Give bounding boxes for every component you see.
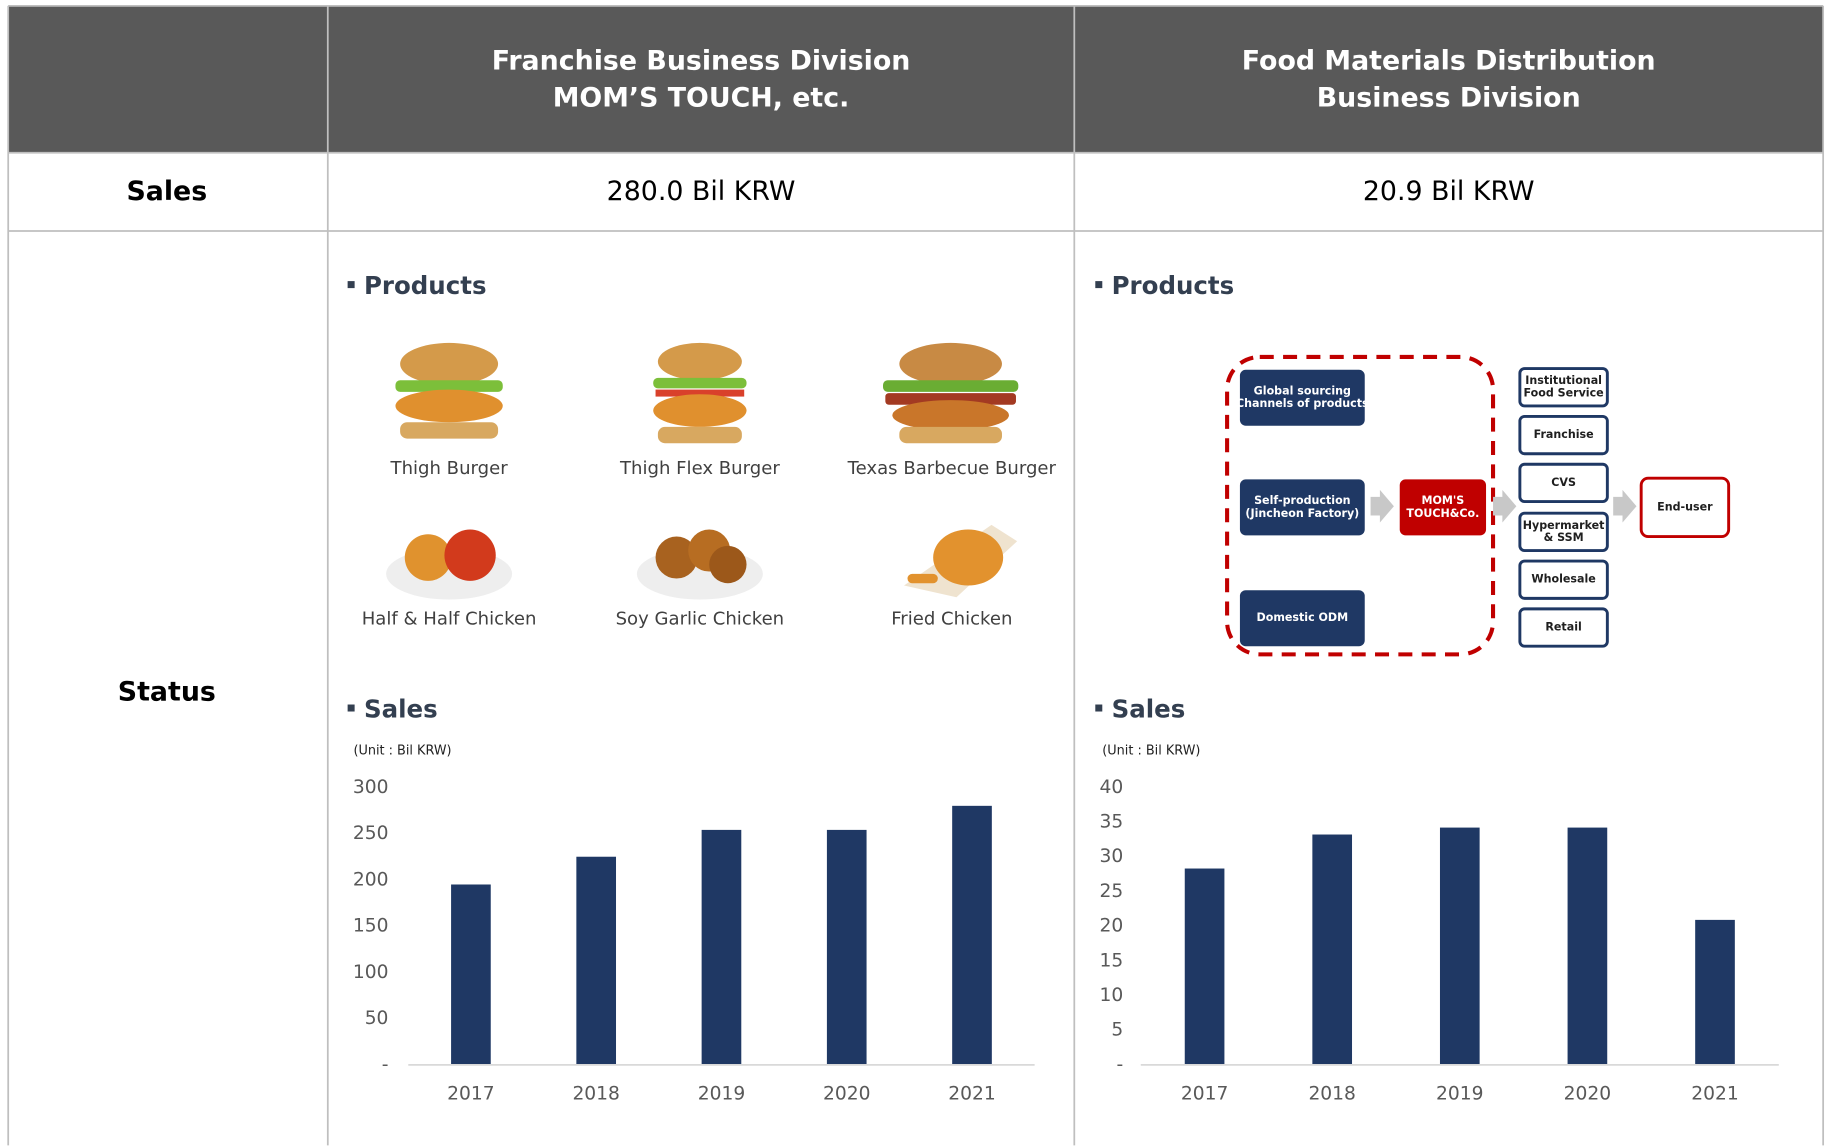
- y-tick-label: 15: [1100, 950, 1124, 971]
- x-tick-label: 2021: [948, 1084, 995, 1105]
- product-name: Soy Garlic Chicken: [616, 608, 785, 629]
- y-tick-label: 35: [1100, 812, 1124, 833]
- header-band: [8, 6, 1823, 153]
- section-title: Products: [1112, 271, 1235, 300]
- document: Sales 280.0 Bil KRW 20.9 Bil KRW Status …: [0, 0, 1829, 1146]
- section-title: Products: [364, 271, 487, 300]
- y-tick-label: -: [1117, 1054, 1124, 1075]
- flow-node-label: (Jincheon Factory): [1245, 507, 1359, 520]
- chart-title: Sales: [1112, 694, 1186, 723]
- row-label: Sales: [126, 176, 207, 207]
- x-tick-label: 2020: [823, 1084, 870, 1105]
- flow-node-label: & SSM: [1544, 531, 1584, 544]
- flow-node-label: Food Service: [1524, 386, 1604, 399]
- bar: [1440, 828, 1480, 1065]
- sales-value: 280.0 Bil KRW: [607, 176, 796, 207]
- bar: [1312, 835, 1352, 1065]
- bar: [1568, 828, 1608, 1065]
- bar: [1695, 920, 1735, 1065]
- column-header: Franchise Business Division: [492, 45, 911, 76]
- x-tick-label: 2020: [1564, 1084, 1611, 1105]
- column-header: MOM’S TOUCH, etc.: [553, 83, 850, 114]
- x-tick-label: 2018: [572, 1084, 619, 1105]
- y-tick-label: 50: [365, 1008, 389, 1029]
- bar: [702, 830, 742, 1065]
- flow-node-label: Institutional: [1525, 374, 1602, 387]
- x-tick-label: 2018: [1308, 1084, 1355, 1105]
- y-tick-label: 300: [353, 777, 389, 798]
- x-tick-label: 2019: [698, 1084, 745, 1105]
- column-header: Food Materials Distribution: [1242, 45, 1656, 76]
- bullet: [348, 281, 355, 288]
- flow-node-label: Franchise: [1534, 428, 1594, 441]
- bullet: [1095, 281, 1102, 288]
- row-label: Status: [118, 676, 216, 707]
- product-name: Thigh Burger: [390, 458, 509, 479]
- product-name: Fried Chicken: [891, 608, 1012, 629]
- flow-node-label: CVS: [1551, 476, 1576, 489]
- chart-subtitle: (Unit : Bil KRW): [353, 744, 451, 759]
- chart-subtitle: (Unit : Bil KRW): [1102, 744, 1200, 759]
- product-name: Half & Half Chicken: [362, 608, 537, 629]
- flow-node-label: Retail: [1545, 621, 1581, 634]
- bar: [952, 806, 992, 1065]
- x-tick-label: 2021: [1691, 1084, 1738, 1105]
- x-tick-label: 2017: [447, 1084, 494, 1105]
- flow-node-label: End-user: [1657, 500, 1713, 513]
- bar: [451, 884, 491, 1064]
- product-name: Texas Barbecue Burger: [847, 458, 1057, 479]
- flow-node-label: Global sourcing: [1254, 384, 1351, 397]
- bar: [827, 830, 867, 1065]
- y-tick-label: -: [382, 1054, 389, 1075]
- y-tick-label: 100: [353, 962, 389, 983]
- product-name: Thigh Flex Burger: [619, 458, 780, 479]
- y-tick-label: 150: [353, 916, 389, 937]
- y-tick-label: 5: [1111, 1020, 1123, 1041]
- y-tick-label: 25: [1100, 881, 1124, 902]
- flow-node-label: Channels of products: [1236, 397, 1369, 410]
- flow-node-label: TOUCH&Co.: [1406, 507, 1479, 520]
- bullet: [1095, 705, 1102, 712]
- y-tick-label: 250: [353, 823, 389, 844]
- x-tick-label: 2019: [1436, 1084, 1483, 1105]
- page: Sales 280.0 Bil KRW 20.9 Bil KRW Status …: [0, 0, 1829, 1146]
- bullet: [348, 705, 355, 712]
- flow-node-label: Wholesale: [1531, 573, 1595, 586]
- flow-node-label: MOM'S: [1421, 494, 1464, 507]
- y-tick-label: 30: [1100, 846, 1124, 867]
- x-tick-label: 2017: [1181, 1084, 1228, 1105]
- chart-title: Sales: [364, 694, 438, 723]
- sales-value: 20.9 Bil KRW: [1363, 176, 1535, 207]
- y-tick-label: 10: [1100, 985, 1124, 1006]
- bar: [576, 857, 616, 1065]
- y-tick-label: 20: [1100, 916, 1124, 937]
- y-tick-label: 200: [353, 869, 389, 890]
- bar: [1185, 869, 1225, 1065]
- flow-node-label: Domestic ODM: [1257, 611, 1349, 624]
- y-tick-label: 40: [1100, 777, 1124, 798]
- flow-node-label: Hypermarket: [1523, 519, 1605, 532]
- flow-node-label: Self-production: [1254, 494, 1351, 507]
- column-header: Business Division: [1317, 83, 1581, 114]
